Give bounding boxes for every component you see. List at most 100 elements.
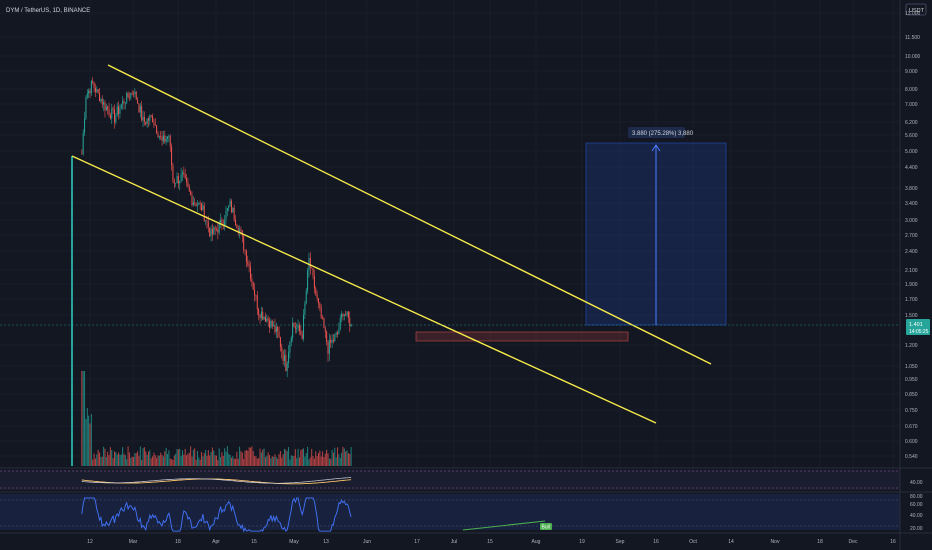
volume-bar xyxy=(122,447,124,466)
price-tick-label: 2.400 xyxy=(905,249,918,255)
volume-bar xyxy=(89,423,91,466)
volume-bar xyxy=(154,455,156,466)
channel-upper-line[interactable] xyxy=(107,64,712,365)
symbol-title[interactable]: DYM / TetherUS, 1D, BINANCE xyxy=(6,8,90,14)
volume-bar xyxy=(342,446,344,466)
volume-bar xyxy=(152,456,154,466)
candle-body xyxy=(343,314,345,317)
price-tick-label: 1.050 xyxy=(905,364,918,370)
time-tick-label: 17 xyxy=(414,539,420,545)
candle-body xyxy=(235,219,237,225)
volume-bar xyxy=(157,455,159,466)
measure-label: 3.880 (275.28%) 3,880 xyxy=(632,131,694,137)
support-zone[interactable] xyxy=(415,331,629,342)
candle-body xyxy=(199,202,201,204)
price-tick-label: 0.670 xyxy=(905,424,918,430)
volume-bar xyxy=(308,459,310,466)
volume-bar xyxy=(81,371,83,466)
volume-bar xyxy=(169,458,171,466)
candle-body xyxy=(267,318,269,321)
candle-body xyxy=(190,191,192,196)
candle-body xyxy=(141,106,143,121)
volume-bar xyxy=(153,452,155,466)
candle-body xyxy=(259,314,261,319)
volume-bar xyxy=(146,454,148,466)
candle-body xyxy=(181,172,183,175)
volume-bar xyxy=(338,454,340,466)
candle-body xyxy=(169,135,171,147)
candle-body xyxy=(100,99,102,102)
candle-body xyxy=(266,318,268,322)
candle-body xyxy=(105,106,107,111)
candle-body xyxy=(300,331,302,334)
volume-bar xyxy=(252,451,254,466)
volume-bar xyxy=(258,458,260,466)
candle-body xyxy=(188,186,190,192)
rsi-tick-label: 40.00 xyxy=(910,513,923,519)
time-tick-label: Nov xyxy=(771,539,780,545)
candle-body xyxy=(228,205,230,209)
candle-body xyxy=(218,222,220,233)
candle-body xyxy=(153,122,155,125)
candle-body xyxy=(211,228,213,235)
candle-body xyxy=(122,101,124,105)
volume-bar xyxy=(176,448,178,466)
macd-tick-label: 40.00 xyxy=(910,480,923,486)
volume-bar xyxy=(328,458,330,466)
channel-lower-line[interactable] xyxy=(71,155,657,424)
volume-bar xyxy=(138,455,140,466)
candle-body xyxy=(207,221,209,228)
time-tick-label: Dec xyxy=(849,539,858,545)
candle-body xyxy=(327,342,329,354)
price-tick-label: 10.000 xyxy=(905,54,921,60)
candle-body xyxy=(304,303,306,315)
volume-bar xyxy=(226,446,228,466)
candle-body xyxy=(118,106,120,115)
candle-body xyxy=(230,200,232,212)
volume-bar xyxy=(108,455,110,466)
candle-body xyxy=(124,102,126,104)
volume-bar xyxy=(107,451,109,466)
volume-bar xyxy=(334,447,336,466)
candle-body xyxy=(152,115,154,123)
volume-bar xyxy=(127,446,129,466)
time-tick-label: Jun xyxy=(363,539,371,545)
volume-bar xyxy=(149,450,151,466)
candle-body xyxy=(82,132,84,154)
volume-bar xyxy=(327,453,329,466)
price-axis[interactable]: 13.000 11.500 10.000 9.000 8.000 7.000 6.200 5.… xyxy=(905,11,921,460)
time-tick-label: May xyxy=(289,539,299,545)
time-axis[interactable]: 12 Mar 18 Apr 15 May 13 Jun 17 Jul 15 Aug 19 Sep 16 Oct… xyxy=(87,539,896,545)
volume-bar xyxy=(300,450,302,466)
volume-bar xyxy=(326,449,328,466)
price-tick-label: 8.000 xyxy=(905,87,918,93)
volume-bar xyxy=(350,447,352,466)
volume-bar xyxy=(88,415,90,466)
volume-bar xyxy=(301,449,303,466)
candle-body xyxy=(187,182,189,187)
candle-body xyxy=(312,268,314,277)
volume-bar xyxy=(260,452,262,466)
volume-bar xyxy=(120,454,122,466)
candle-body xyxy=(85,97,87,119)
volume-bar xyxy=(109,447,111,466)
volume-bar xyxy=(113,451,115,466)
time-tick-label: 18 xyxy=(175,539,181,545)
volume-bar xyxy=(349,453,351,466)
candle-body xyxy=(252,281,254,290)
candle-body xyxy=(305,290,307,304)
candle-body xyxy=(243,236,245,250)
candle-body xyxy=(275,327,277,333)
candle-body xyxy=(338,329,340,335)
candle-body xyxy=(264,316,266,322)
time-tick-label: Apr xyxy=(212,539,220,545)
price-tick-label: 4.400 xyxy=(905,165,918,171)
volume-bar xyxy=(316,456,318,466)
candle-body xyxy=(337,332,339,335)
candle-body xyxy=(210,228,212,237)
currency-badge[interactable] xyxy=(905,3,927,16)
candle-body xyxy=(168,135,170,137)
volume-bar xyxy=(237,458,239,466)
candle-body xyxy=(248,264,250,267)
